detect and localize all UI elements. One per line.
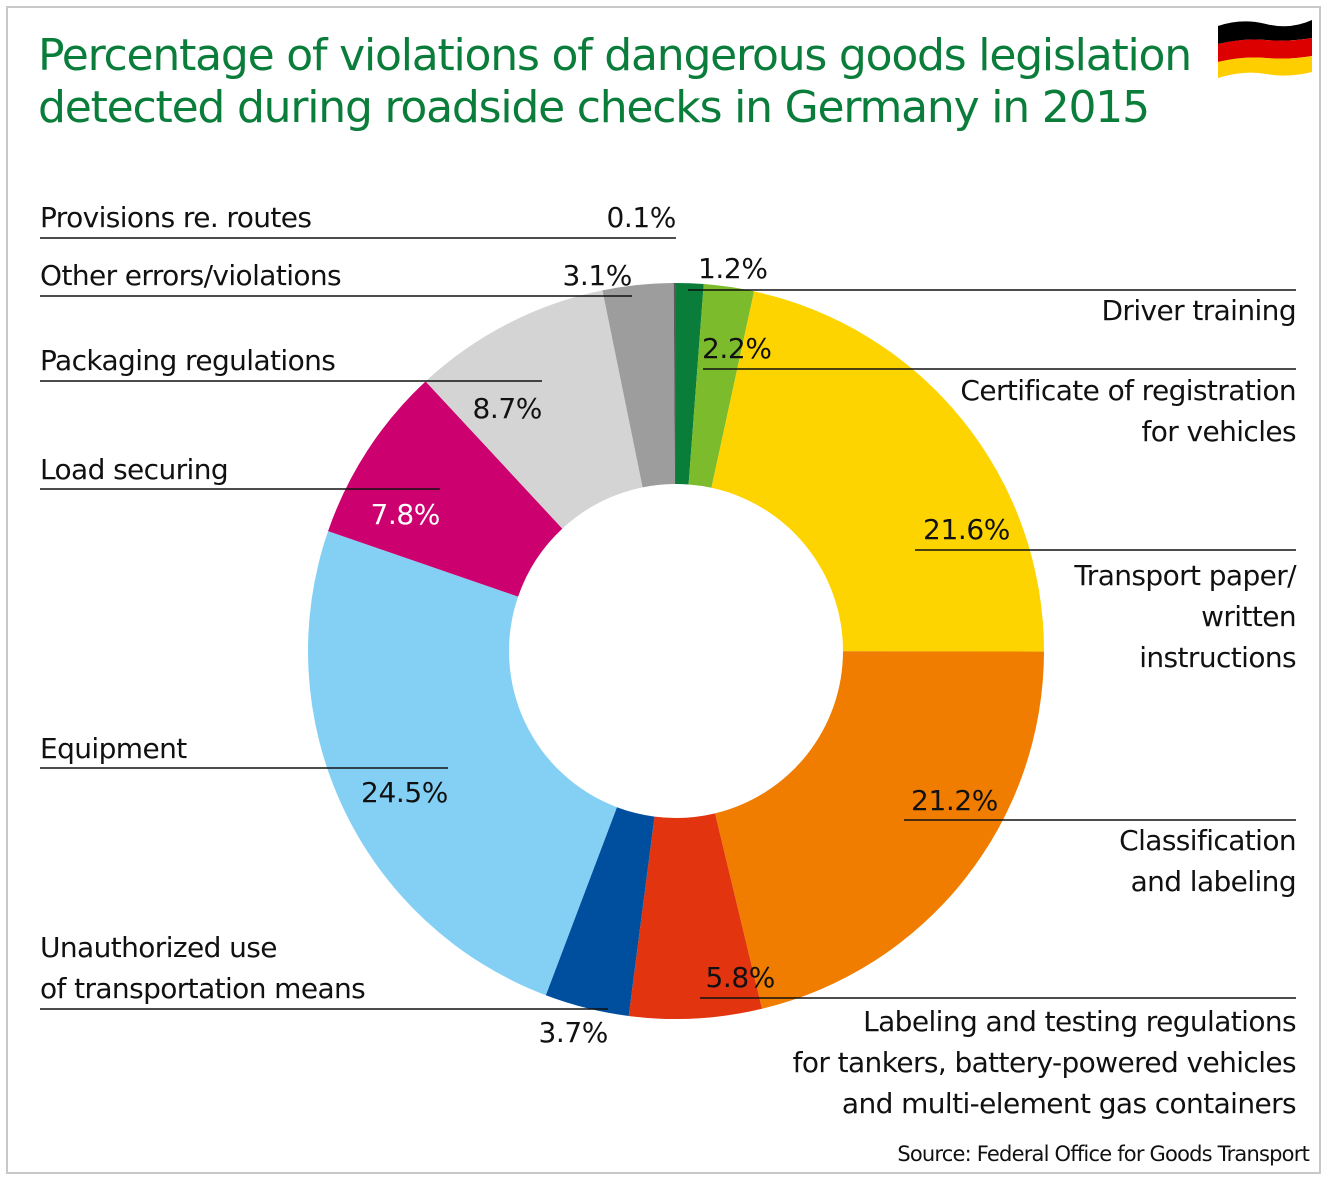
- value-label-labeling-and-testing-regulations: 5.8%: [705, 961, 775, 994]
- category-label-line: of transportation means: [40, 972, 365, 1005]
- category-label-unauthorized-use: Unauthorized use of transportation means: [40, 931, 365, 1005]
- category-label-line: Driver training: [1101, 294, 1296, 327]
- slice-load-securing: [328, 381, 563, 597]
- category-label-line: Other errors/violations: [40, 259, 341, 292]
- category-label-line: for tankers, battery-powered vehicles: [793, 1046, 1296, 1079]
- slice-certificate-of-registration: [688, 284, 755, 488]
- category-label-line: Equipment: [40, 732, 187, 765]
- chart-frame: [6, 6, 1321, 1174]
- category-label-load-securing: Load securing: [40, 453, 228, 486]
- slice-unauthorized-use: [545, 807, 655, 1016]
- slice-provisions-re-routes: [673, 283, 676, 485]
- slice-transport-paper: [711, 291, 1044, 652]
- category-label-line: for vehicles: [1141, 415, 1296, 448]
- category-label-line: and multi-element gas containers: [842, 1087, 1296, 1120]
- value-label-transport-paper: 21.6%: [923, 513, 1010, 546]
- category-label-line: Unauthorized use: [40, 931, 277, 964]
- category-label-line: Packaging regulations: [40, 344, 335, 377]
- chart-source: Source: Federal Office for Goods Transpo…: [897, 1142, 1309, 1166]
- category-label-transport-paper: Transport paper/written instructions: [1073, 559, 1297, 674]
- category-label-driver-training: Driver training: [1101, 294, 1296, 327]
- value-label-unauthorized-use: 3.7%: [538, 1016, 608, 1049]
- chart-title-line-1: Percentage of violations of dangerous go…: [38, 30, 1192, 81]
- category-label-classification: Classification and labeling: [1119, 824, 1296, 898]
- category-label-line: instructions: [1139, 641, 1296, 674]
- slice-classification: [715, 651, 1044, 1009]
- category-label-labeling-and-testing-regulations: Labeling and testing regulations for tank…: [793, 1005, 1296, 1120]
- value-label-equipment: 24.5%: [361, 776, 448, 809]
- category-label-equipment: Equipment: [40, 732, 187, 765]
- value-label-provisions-re-routes: 0.1%: [606, 201, 676, 234]
- value-label-packaging-regulations: 8.7%: [472, 392, 542, 425]
- category-label-line: Provisions re. routes: [40, 201, 311, 234]
- category-label-packaging-regulations: Packaging regulations: [40, 344, 335, 377]
- value-label-certificate-of-registration: 2.2%: [702, 332, 772, 365]
- value-label-other-errors-violations: 3.1%: [562, 259, 632, 292]
- category-label-line: Transport paper/: [1073, 559, 1297, 592]
- slice-other-errors-violations: [602, 283, 675, 488]
- category-label-line: Certificate of registration: [960, 374, 1296, 407]
- slice-packaging-regulations: [425, 290, 643, 529]
- value-label-load-securing: 7.8%: [370, 498, 440, 531]
- chart-title-line-2: detected during roadside checks in Germa…: [38, 82, 1150, 133]
- category-label-line: and labeling: [1131, 865, 1296, 898]
- slice-labeling-and-testing-regulations: [628, 813, 762, 1020]
- category-label-line: Load securing: [40, 453, 228, 486]
- value-label-driver-training: 1.2%: [698, 252, 768, 285]
- german-flag-icon: [1218, 20, 1312, 78]
- category-label-line: written: [1201, 600, 1296, 633]
- slice-driver-training: [676, 283, 704, 485]
- value-label-classification: 21.2%: [911, 784, 998, 817]
- chart-title: Percentage of violations of dangerous go…: [38, 30, 1192, 134]
- category-label-line: Labeling and testing regulations: [863, 1005, 1296, 1038]
- category-label-provisions-re-routes: Provisions re. routes: [40, 201, 311, 234]
- category-label-line: Classification: [1119, 824, 1296, 857]
- category-label-other-errors-violations: Other errors/violations: [40, 259, 341, 292]
- category-label-certificate-of-registration: Certificate of registration for vehicles: [960, 374, 1296, 448]
- slice-equipment: [307, 531, 617, 996]
